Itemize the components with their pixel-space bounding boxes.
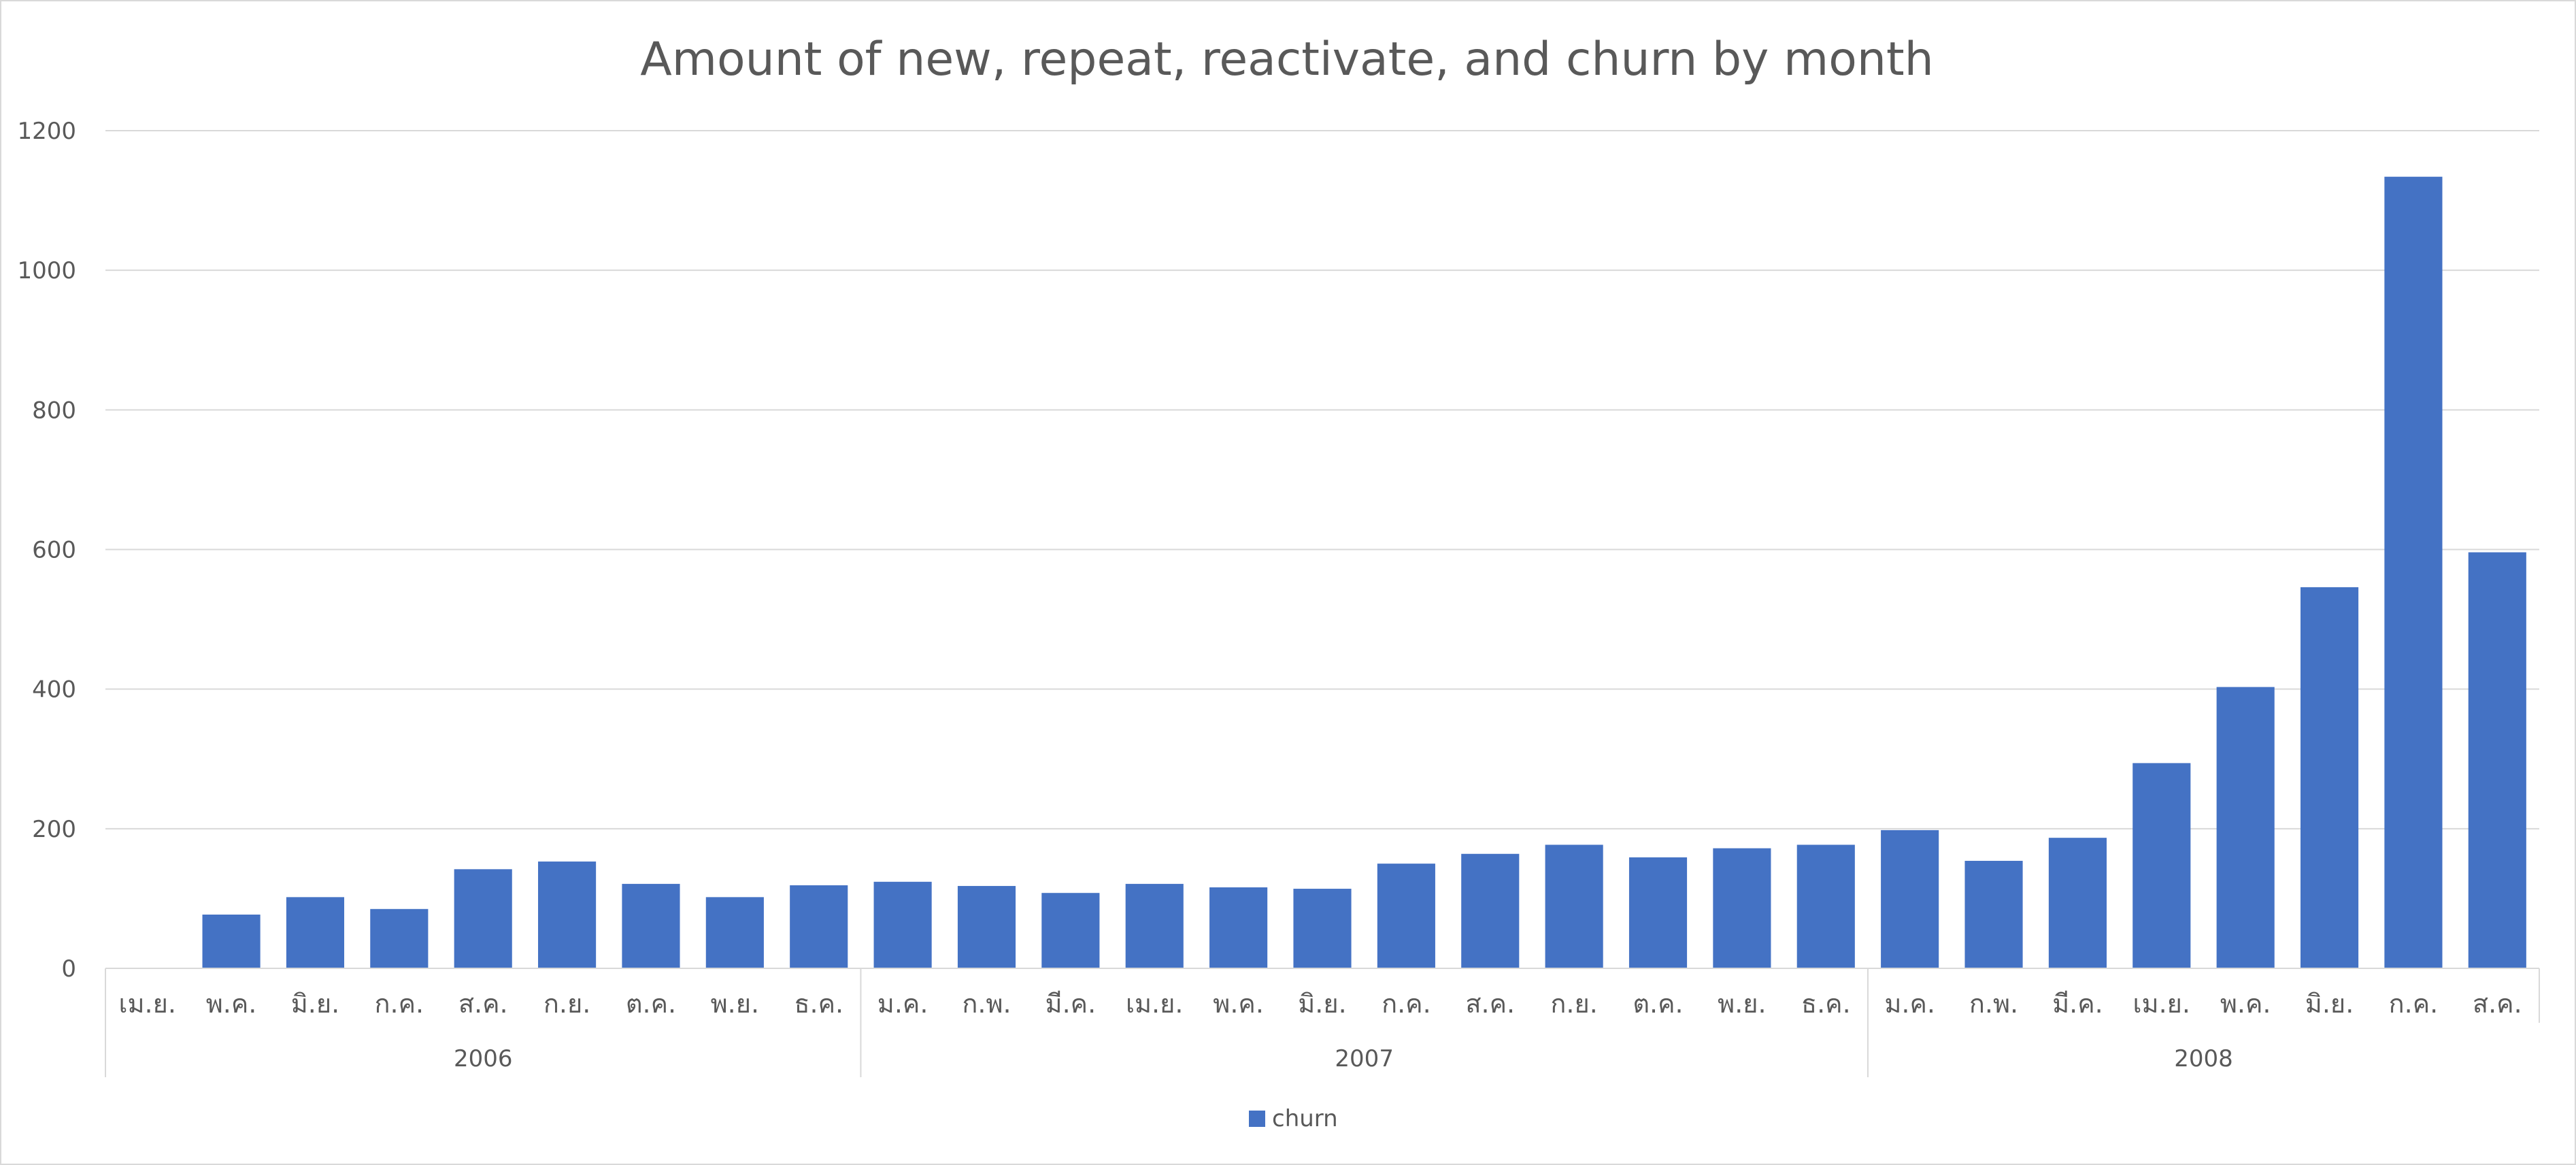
bar-churn — [286, 897, 345, 968]
x-tick-label: ก.ย. — [543, 989, 590, 1019]
bar-churn — [454, 869, 512, 968]
bar-churn — [1628, 857, 1688, 968]
x-tick-label: ส.ค. — [1465, 989, 1515, 1019]
bar-churn — [873, 881, 932, 968]
bar-churn — [1545, 844, 1603, 968]
year-group-label: 2008 — [2174, 1045, 2233, 1072]
bar-churn — [2216, 687, 2275, 968]
bar-churn — [622, 883, 680, 968]
bar-churn — [2300, 587, 2359, 968]
bar-churn — [1964, 861, 2023, 968]
x-tick-label: ก.ค. — [375, 989, 424, 1019]
x-tick-label: ก.ย. — [1550, 989, 1597, 1019]
y-tick-label: 0 — [61, 955, 76, 983]
x-tick-label: ม.ค. — [877, 989, 929, 1019]
chart-title: Amount of new, repeat, reactivate, and c… — [640, 33, 1934, 86]
bar-churn — [538, 862, 597, 968]
x-tick-label: มี.ค. — [1046, 989, 1097, 1019]
bar-churn — [790, 885, 848, 968]
legend-label-churn: churn — [1272, 1105, 1338, 1132]
x-tick-label: ก.พ. — [1969, 989, 2018, 1019]
x-tick-label: ม.ค. — [1884, 989, 1935, 1019]
y-tick-label: 600 — [32, 537, 76, 564]
y-axis-ticks: 0 200 400 600 800 1000 1200 — [17, 118, 76, 983]
bar-churn — [1125, 883, 1184, 968]
x-tick-label: เม.ย. — [1126, 989, 1183, 1019]
x-axis: เม.ย. พ.ค. มิ.ย. ก.ค. ส.ค. ก.ย. ต.ค. พ.ย. ธ.ค. ม.… — [105, 968, 2540, 1077]
x-tick-label: ส.ค. — [2473, 989, 2522, 1019]
y-tick-label: 400 — [32, 676, 76, 704]
year-group-label: 2007 — [1335, 1045, 1394, 1072]
x-tick-label: พ.ค. — [2220, 989, 2271, 1019]
x-tick-label: ธ.ค. — [1801, 989, 1851, 1019]
year-group-label: 2006 — [454, 1045, 513, 1072]
x-tick-label: ต.ค. — [1633, 989, 1683, 1019]
x-tick-label: ธ.ค. — [794, 989, 843, 1019]
bar-churn — [2384, 176, 2443, 969]
bar-churn — [1377, 864, 1435, 968]
bar-churn — [957, 885, 1016, 968]
x-tick-label: มี.ค. — [2052, 989, 2103, 1019]
bar-churn — [2048, 838, 2107, 968]
x-tick-label: มิ.ย. — [291, 989, 339, 1019]
bar-churn — [2132, 763, 2191, 968]
bar-churn — [1041, 893, 1100, 968]
x-tick-label: พ.ค. — [1213, 989, 1264, 1019]
x-tick-label: ต.ค. — [626, 989, 676, 1019]
legend: churn — [1249, 1105, 1338, 1132]
y-tick-label: 800 — [32, 397, 76, 424]
x-tick-label: ก.ค. — [1382, 989, 1431, 1019]
y-tick-label: 1000 — [17, 257, 76, 284]
bar-churn — [705, 897, 764, 968]
y-tick-label: 200 — [32, 816, 76, 843]
x-tick-label: ก.พ. — [962, 989, 1011, 1019]
x-tick-label: ส.ค. — [458, 989, 508, 1019]
x-tick-label: เม.ย. — [2133, 989, 2190, 1019]
x-tick-label: มิ.ย. — [2305, 989, 2354, 1019]
bar-churn — [1293, 889, 1352, 968]
bars — [202, 176, 2526, 969]
bar-churn — [1209, 887, 1268, 968]
bar-churn — [2468, 552, 2526, 968]
bar-churn — [1796, 844, 1855, 968]
bar-churn — [202, 915, 261, 968]
x-tick-label: พ.ค. — [206, 989, 257, 1019]
legend-swatch-churn — [1249, 1111, 1265, 1127]
bar-churn — [370, 908, 429, 968]
bar-churn — [1713, 848, 1771, 968]
bar-churn — [1881, 830, 1939, 968]
x-tick-label: มิ.ย. — [1298, 989, 1346, 1019]
x-tick-label: ก.ค. — [2389, 989, 2439, 1019]
bar-churn — [1461, 853, 1520, 968]
x-tick-label: พ.ย. — [711, 989, 759, 1019]
x-tick-label: พ.ย. — [1718, 989, 1766, 1019]
y-tick-label: 1200 — [17, 118, 76, 145]
x-tick-label: เม.ย. — [118, 989, 175, 1019]
